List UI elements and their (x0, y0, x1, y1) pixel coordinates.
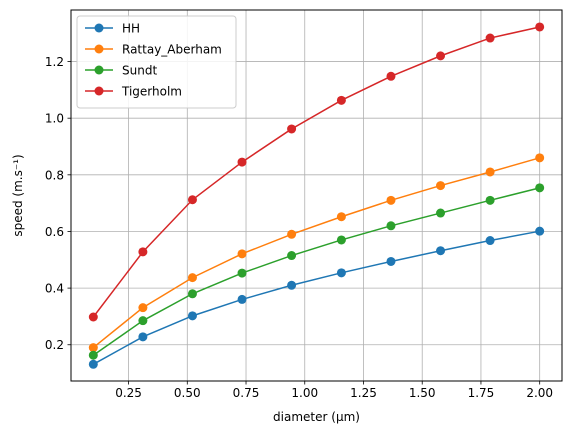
x-tick-label: 0.75 (233, 386, 260, 400)
x-tick-label: 1.00 (291, 386, 318, 400)
data-point (138, 332, 148, 342)
data-point (287, 124, 297, 134)
legend-label: Sundt (122, 64, 157, 78)
series-hh (88, 226, 545, 369)
data-point (88, 350, 98, 360)
x-tick-label: 0.50 (174, 386, 201, 400)
legend-label: Tigerholm (121, 85, 182, 99)
data-point (287, 251, 297, 261)
data-point (138, 247, 148, 257)
series-line (92, 26, 540, 318)
data-point (287, 280, 297, 290)
legend-marker (94, 23, 104, 33)
grid-lines (71, 10, 562, 381)
data-point (336, 95, 346, 105)
legend-item: Rattay_Aberham (85, 43, 222, 57)
data-point (436, 208, 446, 218)
data-point (336, 268, 346, 278)
data-point (88, 312, 98, 322)
data-point (485, 33, 495, 43)
data-point (187, 195, 197, 205)
legend-label: HH (122, 22, 140, 36)
data-point (237, 294, 247, 304)
data-point (187, 311, 197, 321)
data-point (88, 343, 98, 353)
y-tick-label: 0.8 (45, 168, 64, 182)
data-point (485, 167, 495, 177)
data-point (336, 235, 346, 245)
x-tick-label: 1.75 (468, 386, 495, 400)
series-layer (88, 22, 545, 369)
x-tick-label: 1.50 (409, 386, 436, 400)
legend-item: HH (85, 22, 140, 36)
series-line (92, 187, 540, 356)
y-tick-label: 0.6 (45, 225, 64, 239)
x-axis-label: diameter (μm) (273, 410, 360, 424)
legend: HH Rattay_Aberham Sundt Tigerholm (76, 15, 237, 109)
data-point (535, 226, 545, 236)
series-rattay-aberham (88, 153, 545, 353)
y-axis-ticks: 0.2 0.4 0.6 0.8 1.0 1.2 (45, 55, 71, 352)
data-point (386, 256, 396, 266)
data-point (187, 289, 197, 299)
data-point (237, 268, 247, 278)
data-point (336, 212, 346, 222)
plot-frame (70, 9, 563, 382)
legend-item: Sundt (85, 64, 157, 78)
data-point (138, 316, 148, 326)
data-point (436, 246, 446, 256)
data-point (535, 153, 545, 163)
data-point (237, 249, 247, 259)
data-point (386, 195, 396, 205)
data-point (436, 51, 446, 61)
data-point (88, 359, 98, 369)
data-point (386, 221, 396, 231)
legend-box (76, 15, 237, 109)
x-axis-ticks: 0.25 0.50 0.75 1.00 1.25 1.50 1.75 2.00 (115, 381, 553, 400)
data-point (237, 157, 247, 167)
data-point (138, 303, 148, 313)
series-line (92, 157, 540, 349)
series-line (92, 230, 540, 365)
data-point (436, 181, 446, 191)
y-tick-label: 1.2 (45, 55, 64, 69)
data-point (485, 195, 495, 205)
legend-marker (94, 86, 104, 96)
series-sundt (88, 183, 545, 360)
x-tick-label: 2.00 (526, 386, 553, 400)
legend-item: Tigerholm (85, 85, 182, 99)
data-point (287, 229, 297, 239)
legend-label: Rattay_Aberham (122, 43, 222, 57)
y-axis-label: speed (m.s⁻¹) (11, 154, 25, 236)
data-point (535, 183, 545, 193)
legend-marker (94, 65, 104, 75)
data-point (535, 22, 545, 32)
series-tigerholm (88, 22, 545, 322)
data-point (187, 273, 197, 283)
x-tick-label: 1.25 (350, 386, 377, 400)
y-tick-label: 0.2 (45, 338, 64, 352)
legend-marker (94, 44, 104, 54)
y-tick-label: 0.4 (45, 282, 64, 296)
data-point (485, 236, 495, 246)
y-tick-label: 1.0 (45, 112, 64, 126)
data-point (386, 71, 396, 81)
x-tick-label: 0.25 (115, 386, 142, 400)
